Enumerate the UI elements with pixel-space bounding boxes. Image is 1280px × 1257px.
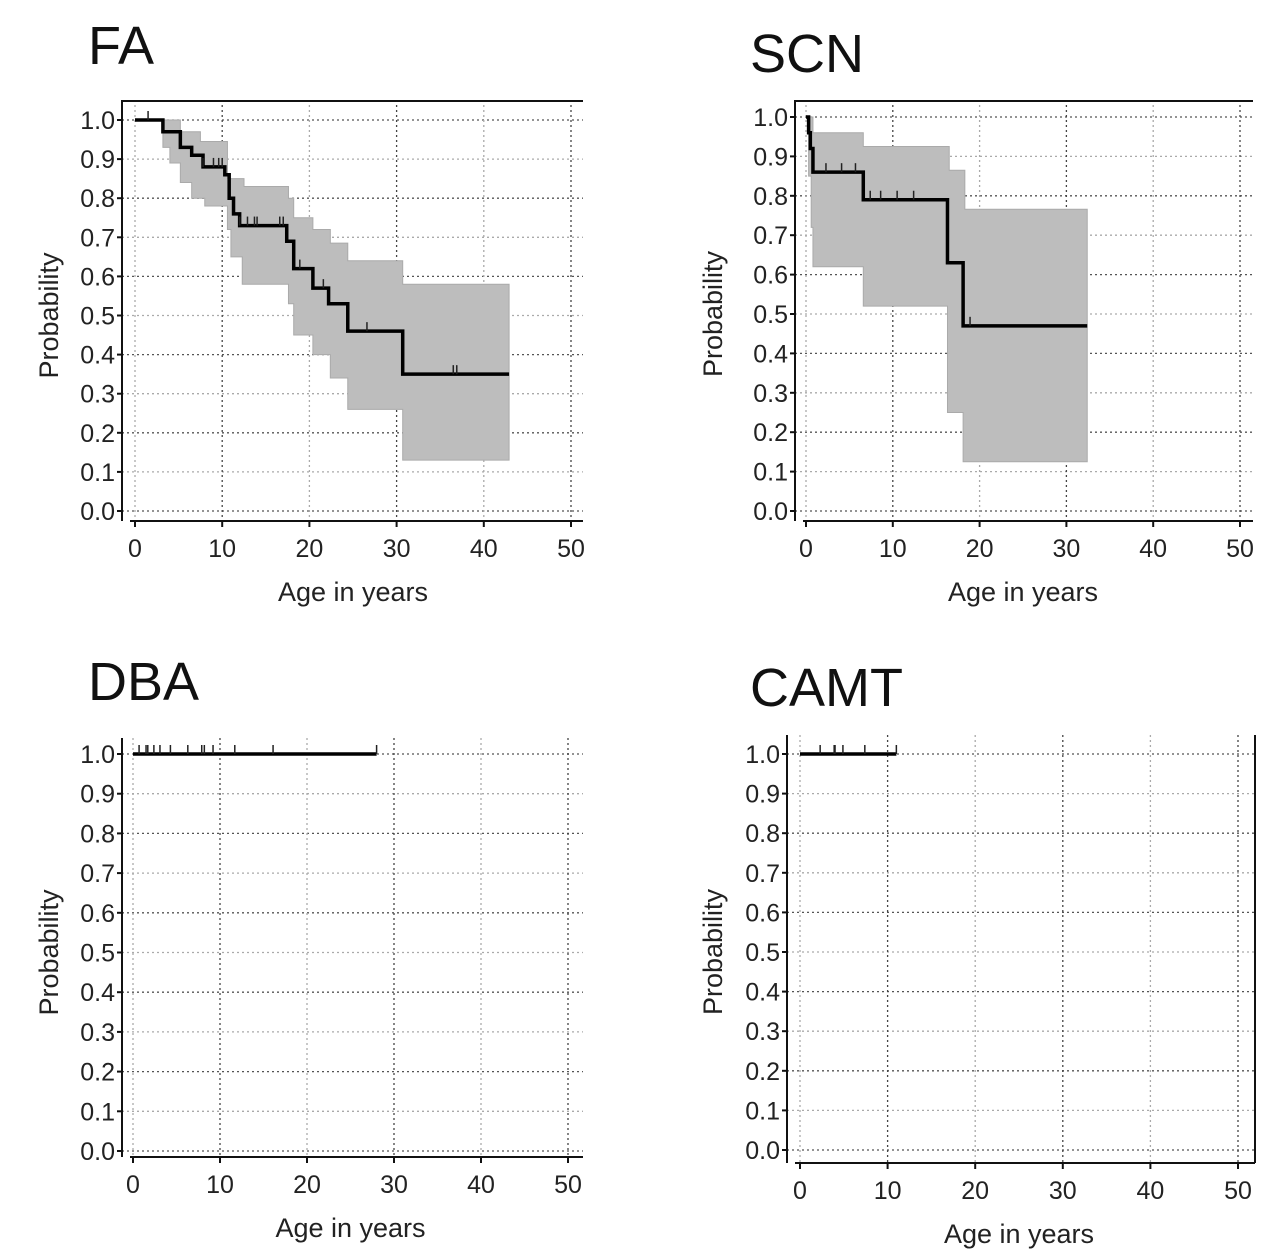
panel-title: FA [88,16,154,76]
y-tick-label: 0.4 [80,342,115,370]
y-tick-label: 0.8 [745,820,780,848]
confidence-band [135,119,510,461]
x-tick-label: 0 [126,1171,140,1199]
x-axis-label: Age in years [278,577,428,607]
y-tick-label: 0.5 [745,939,780,967]
x-tick-label: 30 [1052,535,1080,563]
y-tick-label: 0.2 [753,419,788,447]
y-tick-label: 1.0 [745,741,780,769]
x-tick-label: 50 [1226,535,1254,563]
x-tick-label: 0 [793,1177,807,1205]
y-tick-label: 0.0 [745,1137,780,1165]
y-tick-label: 0.2 [80,420,115,448]
x-tick-label: 30 [380,1171,408,1199]
y-tick-label: 0.2 [80,1059,115,1087]
x-tick-label: 10 [879,535,907,563]
y-tick-label: 0.9 [80,146,115,174]
x-tick-label: 40 [470,535,498,563]
survival-curve [135,118,510,376]
y-axis-label: Probability [34,252,64,379]
y-tick-label: 0.2 [745,1058,780,1086]
x-tick-label: 30 [383,535,411,563]
x-tick-label: 0 [799,535,813,563]
y-tick-label: 0.6 [745,899,780,927]
x-tick-label: 40 [467,1171,495,1199]
y-tick-label: 0.3 [745,1018,780,1046]
x-tick-label: 20 [961,1177,989,1205]
panel-title: DBA [88,652,199,712]
y-tick-label: 0.5 [80,303,115,331]
y-tick-label: 0.0 [753,498,788,526]
y-tick-label: 0.6 [80,900,115,928]
y-tick-label: 0.4 [745,979,780,1007]
confidence-band [806,116,1088,463]
y-tick-label: 0.3 [753,380,788,408]
y-tick-label: 0.9 [745,781,780,809]
y-tick-label: 0.1 [80,459,115,487]
y-tick-label: 0.3 [80,1019,115,1047]
y-tick-label: 0.1 [80,1098,115,1126]
x-tick-label: 10 [874,1177,902,1205]
y-tick-label: 0.7 [745,860,780,888]
km-panel-camt: CAMT 0.0 0.1 0.2 0.3 0.4 0.5 0.6 0.7 0.8 0.9 1.0 0 10… [698,658,1256,1249]
survival-curve [806,115,1088,328]
km-panel-scn: SCN 0.0 0.1 0.2 0.3 0.4 0.5 0.6 0.7 0.8 0.9 1.0 0 10 2… [698,24,1254,607]
y-tick-label: 0.8 [80,185,115,213]
km-panel-fa: FA 0.0 0.1 0.2 0.3 0.4 0.5 0.6 0.7 0.8 0.9 1.0 0 10 20… [34,16,585,607]
x-axis-label: Age in years [948,577,1098,607]
panel-title: SCN [750,24,864,84]
x-tick-label: 10 [206,1171,234,1199]
y-tick-label: 0.9 [753,143,788,171]
y-tick-label: 0.0 [80,1138,115,1166]
y-tick-label: 0.0 [80,498,115,526]
y-tick-label: 1.0 [80,107,115,135]
y-tick-label: 0.4 [80,979,115,1007]
km-panel-dba: DBA 0.0 0.1 0.2 0.3 0.4 0.5 0.6 0.7 0.8 0.9 1.0 0 10 2… [34,652,583,1243]
x-tick-label: 20 [966,535,994,563]
x-axis-label: Age in years [944,1219,1094,1249]
y-tick-label: 0.7 [753,222,788,250]
y-tick-label: 0.4 [753,340,788,368]
x-tick-label: 0 [128,535,142,563]
y-tick-label: 1.0 [80,741,115,769]
x-tick-label: 50 [1224,1177,1252,1205]
y-tick-label: 0.5 [80,940,115,968]
x-tick-label: 50 [557,535,585,563]
y-tick-label: 0.5 [753,301,788,329]
y-tick-label: 0.1 [745,1097,780,1125]
x-axis-label: Age in years [275,1213,425,1243]
y-tick-label: 0.6 [80,263,115,291]
panel-title: CAMT [750,658,903,718]
x-tick-label: 40 [1136,1177,1164,1205]
y-tick-label: 1.0 [753,104,788,132]
x-tick-label: 40 [1139,535,1167,563]
y-tick-label: 0.8 [753,183,788,211]
x-tick-label: 20 [295,535,323,563]
y-tick-label: 0.7 [80,224,115,252]
x-tick-label: 20 [293,1171,321,1199]
x-tick-label: 50 [554,1171,582,1199]
y-tick-label: 0.3 [80,381,115,409]
y-tick-label: 0.1 [753,459,788,487]
y-tick-label: 0.9 [80,781,115,809]
y-axis-label: Probability [698,250,728,377]
y-axis-label: Probability [698,888,728,1015]
x-tick-label: 30 [1049,1177,1077,1205]
y-tick-label: 0.7 [80,860,115,888]
y-tick-label: 0.6 [753,262,788,290]
y-tick-label: 0.8 [80,820,115,848]
x-tick-label: 10 [208,535,236,563]
y-axis-label: Probability [34,889,64,1016]
